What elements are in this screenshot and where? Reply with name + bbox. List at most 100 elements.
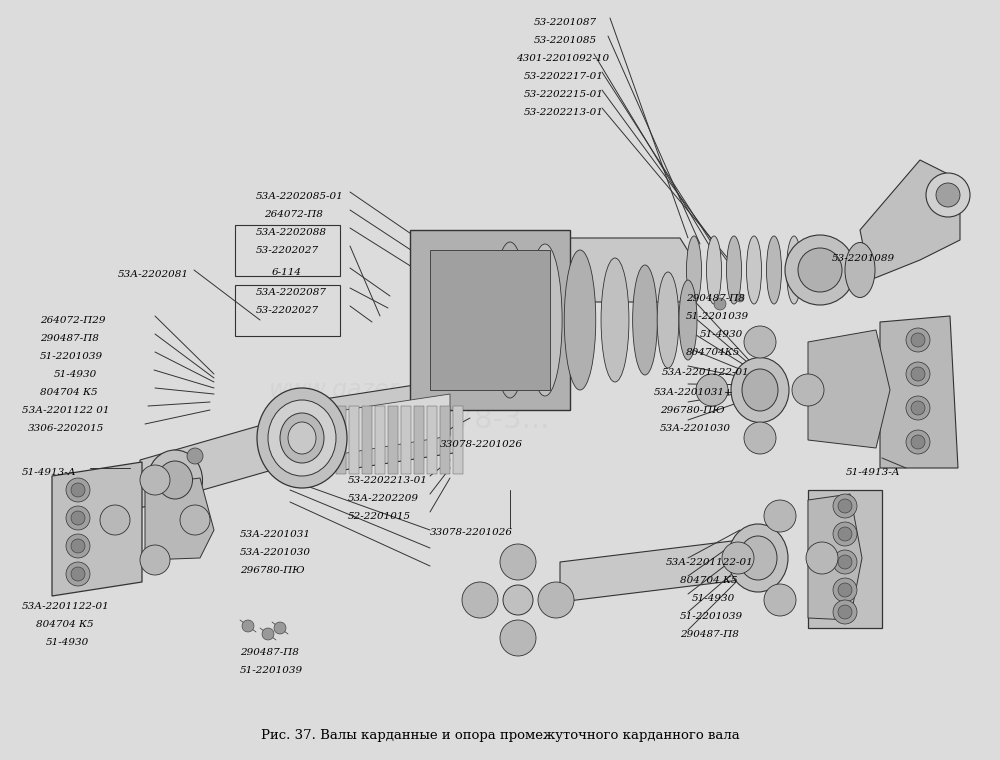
Text: 53-2201085: 53-2201085 bbox=[534, 36, 597, 45]
Text: 290487-П8: 290487-П8 bbox=[686, 294, 745, 303]
Circle shape bbox=[140, 465, 170, 495]
Ellipse shape bbox=[739, 536, 777, 580]
Text: 6-114: 6-114 bbox=[272, 268, 302, 277]
Text: 53А-2202209: 53А-2202209 bbox=[348, 494, 419, 503]
Text: 53-2202027: 53-2202027 bbox=[256, 246, 319, 255]
Circle shape bbox=[71, 511, 85, 525]
Ellipse shape bbox=[806, 236, 822, 304]
Text: Рис. 37. Валы карданные и опора промежуточного карданного вала: Рис. 37. Валы карданные и опора промежут… bbox=[261, 730, 739, 743]
Ellipse shape bbox=[268, 400, 336, 476]
Text: 290487-П8: 290487-П8 bbox=[240, 648, 299, 657]
Polygon shape bbox=[310, 406, 320, 474]
Circle shape bbox=[462, 582, 498, 618]
Text: 53-2202215-01: 53-2202215-01 bbox=[524, 90, 604, 99]
Text: 51-4930: 51-4930 bbox=[46, 638, 89, 647]
Circle shape bbox=[100, 505, 130, 535]
Text: 51-4930: 51-4930 bbox=[700, 330, 743, 339]
Ellipse shape bbox=[746, 236, 762, 304]
Polygon shape bbox=[880, 316, 958, 468]
Ellipse shape bbox=[257, 388, 347, 488]
Circle shape bbox=[736, 294, 744, 302]
Text: 264072-П8: 264072-П8 bbox=[264, 210, 323, 219]
Text: 51-4930: 51-4930 bbox=[54, 370, 97, 379]
Ellipse shape bbox=[415, 252, 445, 388]
Ellipse shape bbox=[633, 265, 657, 375]
Circle shape bbox=[764, 500, 796, 532]
Ellipse shape bbox=[492, 242, 528, 398]
Text: 4301-2201092-10: 4301-2201092-10 bbox=[516, 54, 609, 63]
Ellipse shape bbox=[463, 245, 497, 395]
Circle shape bbox=[503, 585, 533, 615]
Text: 296780-ПЮ: 296780-ПЮ bbox=[240, 566, 305, 575]
Text: 52-2201015: 52-2201015 bbox=[348, 512, 411, 521]
Polygon shape bbox=[427, 406, 437, 474]
Circle shape bbox=[911, 333, 925, 347]
Circle shape bbox=[798, 248, 842, 292]
Polygon shape bbox=[292, 378, 460, 478]
Ellipse shape bbox=[528, 244, 562, 396]
Circle shape bbox=[722, 542, 754, 574]
Circle shape bbox=[838, 555, 852, 569]
Polygon shape bbox=[860, 160, 960, 280]
Text: 33078-2201026: 33078-2201026 bbox=[430, 528, 513, 537]
Polygon shape bbox=[292, 394, 450, 462]
Circle shape bbox=[838, 605, 852, 619]
Circle shape bbox=[714, 298, 726, 310]
Polygon shape bbox=[440, 406, 450, 474]
Text: 53А-2201030: 53А-2201030 bbox=[660, 424, 731, 433]
Circle shape bbox=[936, 183, 960, 207]
Ellipse shape bbox=[564, 250, 596, 390]
Polygon shape bbox=[808, 494, 862, 620]
Polygon shape bbox=[388, 406, 398, 474]
Text: 51-4913-А: 51-4913-А bbox=[22, 468, 77, 477]
Circle shape bbox=[838, 527, 852, 541]
Polygon shape bbox=[808, 490, 882, 628]
Circle shape bbox=[806, 542, 838, 574]
Polygon shape bbox=[323, 406, 333, 474]
Polygon shape bbox=[401, 406, 411, 474]
Circle shape bbox=[274, 622, 286, 634]
Ellipse shape bbox=[742, 369, 778, 411]
Text: 804704 К5: 804704 К5 bbox=[36, 620, 94, 629]
Circle shape bbox=[833, 578, 857, 602]
Polygon shape bbox=[145, 478, 214, 560]
Circle shape bbox=[71, 567, 85, 581]
Ellipse shape bbox=[686, 236, 702, 304]
Circle shape bbox=[696, 374, 728, 406]
Ellipse shape bbox=[706, 236, 722, 304]
Text: 290487-П8: 290487-П8 bbox=[680, 630, 739, 639]
Text: 264072-П29: 264072-П29 bbox=[40, 316, 106, 325]
Circle shape bbox=[792, 374, 824, 406]
Ellipse shape bbox=[601, 258, 629, 382]
Circle shape bbox=[833, 550, 857, 574]
Circle shape bbox=[911, 435, 925, 449]
Text: 53А-2201122-01: 53А-2201122-01 bbox=[662, 368, 750, 377]
Ellipse shape bbox=[148, 450, 202, 510]
Ellipse shape bbox=[288, 422, 316, 454]
Circle shape bbox=[71, 483, 85, 497]
Text: 53-2202213-01: 53-2202213-01 bbox=[524, 108, 604, 117]
Text: 53А-2201122-01: 53А-2201122-01 bbox=[666, 558, 754, 567]
Circle shape bbox=[833, 522, 857, 546]
Circle shape bbox=[906, 396, 930, 420]
Text: 804704К5: 804704К5 bbox=[686, 348, 740, 357]
Polygon shape bbox=[430, 250, 550, 390]
Text: 53А-2201031: 53А-2201031 bbox=[240, 530, 311, 539]
Circle shape bbox=[66, 506, 90, 530]
Ellipse shape bbox=[728, 524, 788, 592]
Ellipse shape bbox=[731, 357, 789, 423]
Text: 53А-2201122-01: 53А-2201122-01 bbox=[22, 602, 110, 611]
Circle shape bbox=[538, 582, 574, 618]
Text: 3306-2202015: 3306-2202015 bbox=[28, 424, 104, 433]
Polygon shape bbox=[140, 414, 300, 508]
Circle shape bbox=[66, 562, 90, 586]
Circle shape bbox=[262, 628, 274, 640]
Circle shape bbox=[500, 544, 536, 580]
Circle shape bbox=[66, 478, 90, 502]
Polygon shape bbox=[410, 230, 570, 410]
Circle shape bbox=[71, 539, 85, 553]
Text: 51-2201039: 51-2201039 bbox=[40, 352, 103, 361]
Ellipse shape bbox=[679, 280, 697, 360]
Text: 53-2202213-01: 53-2202213-01 bbox=[348, 476, 428, 485]
Ellipse shape bbox=[158, 461, 192, 499]
